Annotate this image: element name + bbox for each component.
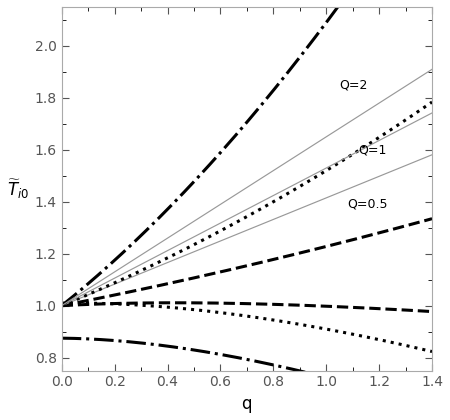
Text: Q=0.5: Q=0.5	[347, 198, 388, 211]
Text: Q=1: Q=1	[358, 143, 387, 156]
Y-axis label: $\widetilde{T}_{i0}$: $\widetilde{T}_{i0}$	[7, 177, 29, 201]
Text: Q=2: Q=2	[339, 79, 368, 92]
X-axis label: q: q	[242, 395, 252, 413]
